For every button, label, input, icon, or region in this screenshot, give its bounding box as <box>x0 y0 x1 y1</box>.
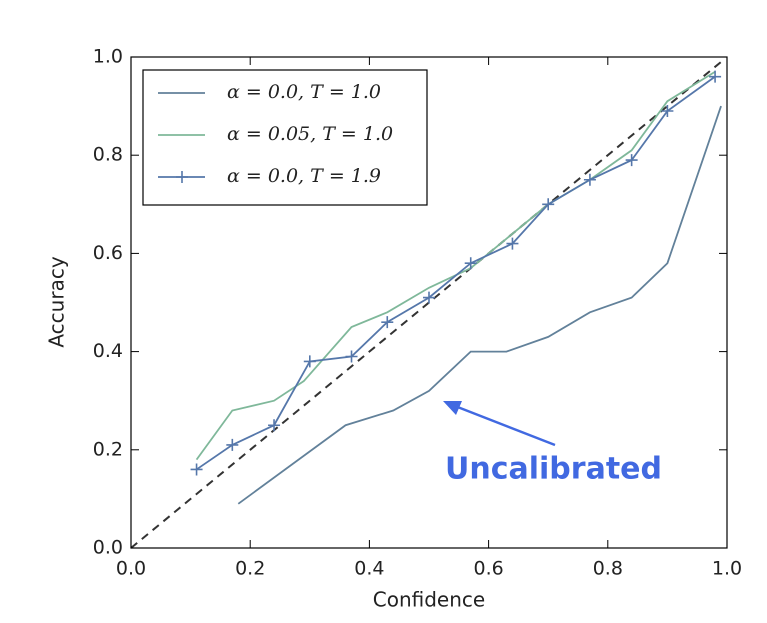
legend-label: α = 0.05, T = 1.0 <box>227 123 393 145</box>
legend-label: α = 0.0, T = 1.9 <box>227 165 381 187</box>
y-tick-label: 0.0 <box>93 537 123 559</box>
annotation: Uncalibrated <box>445 452 662 487</box>
y-tick-label: 0.2 <box>93 438 123 460</box>
x-axis-label: Confidence <box>373 588 485 612</box>
point-marker <box>226 438 239 451</box>
point-marker <box>303 355 316 368</box>
x-tick-label: 0.6 <box>473 558 503 580</box>
point-marker <box>423 291 435 304</box>
point-marker <box>381 316 394 329</box>
x-tick-label: 0.2 <box>235 558 265 580</box>
point-marker <box>464 257 477 270</box>
point-marker <box>506 237 519 250</box>
point-marker <box>268 419 281 432</box>
series-line <box>195 70 716 461</box>
reference-line <box>130 61 722 549</box>
annotation-arrow <box>454 404 556 447</box>
x-tick-label: 0.0 <box>116 558 146 580</box>
point-marker <box>190 463 203 476</box>
point-marker <box>345 350 358 363</box>
y-axis-label: Accuracy <box>45 256 69 347</box>
point-marker <box>625 154 638 167</box>
y-tick-label: 0.8 <box>93 144 123 166</box>
plot-frame <box>130 56 728 549</box>
annotation-arrowhead <box>443 401 462 415</box>
series-line <box>196 75 716 471</box>
y-tick-label: 1.0 <box>93 46 123 68</box>
x-tick-label: 1.0 <box>712 558 742 580</box>
legend-marker <box>176 171 188 183</box>
point-marker <box>709 70 722 83</box>
x-tick-label: 0.4 <box>354 558 384 580</box>
point-marker <box>583 173 596 186</box>
y-tick-label: 0.4 <box>93 340 123 362</box>
legend-label: α = 0.0, T = 1.0 <box>227 81 381 103</box>
series-line <box>237 105 722 505</box>
point-marker <box>661 105 674 118</box>
x-tick-label: 0.8 <box>593 558 623 580</box>
y-tick-label: 0.6 <box>93 242 123 264</box>
point-marker <box>542 198 555 211</box>
